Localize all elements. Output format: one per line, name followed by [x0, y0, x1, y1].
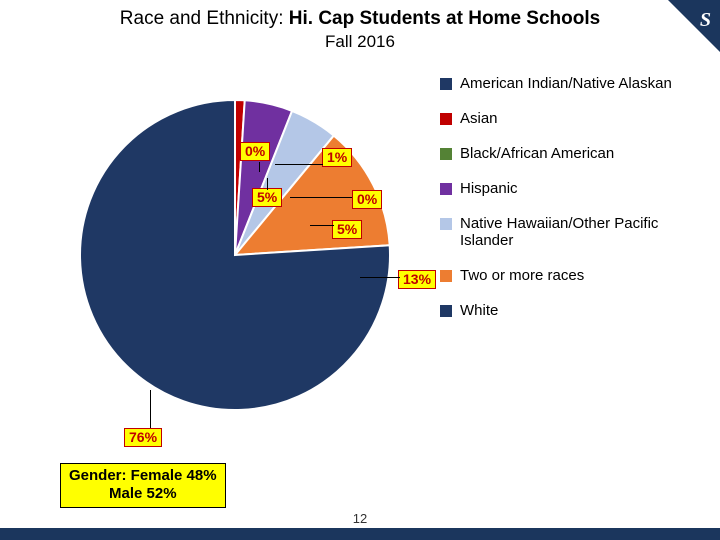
leader-line: [150, 390, 151, 428]
leader-line: [360, 277, 400, 278]
data-label: 13%: [398, 270, 436, 289]
legend-item: Asian: [440, 110, 690, 127]
title-line2: Fall 2016: [0, 32, 720, 52]
data-label: 0%: [240, 142, 270, 161]
title-prefix: Race and Ethnicity:: [120, 8, 289, 29]
legend-swatch: [440, 113, 452, 125]
legend-item: American Indian/Native Alaskan: [440, 75, 690, 92]
pie-wrap: [80, 100, 390, 410]
gender-box: Gender: Female 48% Male 52%: [60, 463, 226, 509]
legend-label: White: [460, 302, 498, 319]
data-label: 76%: [124, 428, 162, 447]
legend-item: Two or more races: [440, 267, 690, 284]
pie-chart: 0% 1% 0% 5% 5% 13% 76%: [40, 70, 440, 450]
legend: American Indian/Native Alaskan Asian Black…: [440, 75, 690, 337]
legend-swatch: [440, 183, 452, 195]
legend-label: Hispanic: [460, 180, 518, 197]
leader-line: [310, 225, 334, 226]
page-number: 12: [353, 511, 367, 526]
legend-swatch: [440, 148, 452, 160]
corner-letter: S: [700, 9, 711, 32]
data-label: 5%: [252, 188, 282, 207]
leader-line: [290, 197, 352, 198]
title-bold: Hi. Cap Students at Home Schools: [289, 8, 600, 29]
slide: S Race and Ethnicity: Hi. Cap Students a…: [0, 0, 720, 540]
legend-swatch: [440, 305, 452, 317]
slide-title: Race and Ethnicity: Hi. Cap Students at …: [0, 0, 720, 52]
legend-item: Hispanic: [440, 180, 690, 197]
legend-swatch: [440, 78, 452, 90]
legend-label: Two or more races: [460, 267, 584, 284]
legend-swatch: [440, 270, 452, 282]
pie-svg: [80, 100, 390, 410]
legend-item: Native Hawaiian/Other Pacific Islander: [440, 215, 690, 249]
data-label: 0%: [352, 190, 382, 209]
legend-label: Asian: [460, 110, 498, 127]
legend-swatch: [440, 218, 452, 230]
gender-line1: Gender: Female 48%: [69, 467, 217, 486]
legend-label: Native Hawaiian/Other Pacific Islander: [460, 215, 690, 249]
corner-triangle: [668, 0, 720, 52]
title-line1: Race and Ethnicity: Hi. Cap Students at …: [0, 8, 720, 30]
legend-label: American Indian/Native Alaskan: [460, 75, 672, 92]
leader-line: [259, 162, 260, 172]
bottom-bar: [0, 528, 720, 540]
legend-item: White: [440, 302, 690, 319]
leader-line: [275, 164, 323, 165]
data-label: 1%: [322, 148, 352, 167]
legend-label: Black/African American: [460, 145, 614, 162]
data-label: 5%: [332, 220, 362, 239]
gender-line2: Male 52%: [69, 485, 217, 504]
leader-line: [267, 178, 268, 190]
legend-item: Black/African American: [440, 145, 690, 162]
